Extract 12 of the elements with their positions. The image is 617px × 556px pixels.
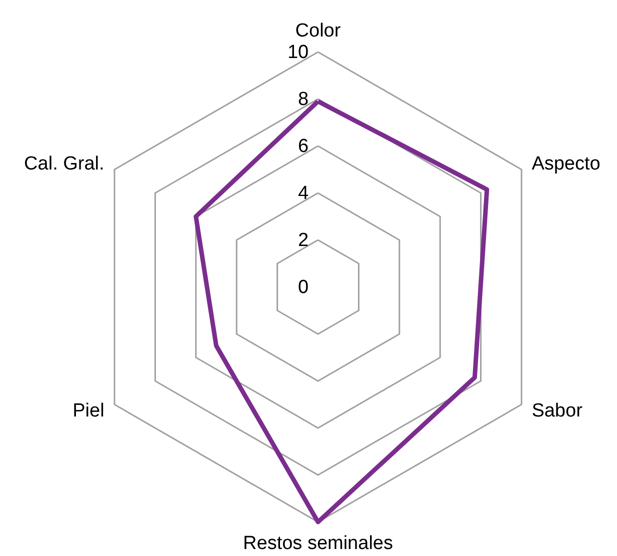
spoke-label: Restos seminales [243, 532, 393, 554]
spoke-label: Sabor [532, 400, 584, 422]
y-tick-label: 6 [298, 136, 309, 157]
y-tick-label: 8 [298, 89, 309, 110]
y-tick-label: 10 [287, 42, 309, 63]
y-tick-label: 4 [298, 183, 310, 204]
y-tick-label: 0 [298, 277, 309, 298]
spoke-label: Piel [72, 400, 104, 422]
spoke-label: Cal. Gral. [24, 154, 104, 175]
spoke-label: Color [295, 20, 342, 42]
spoke-label: Aspecto [532, 154, 600, 175]
y-tick-label: 2 [298, 230, 309, 251]
